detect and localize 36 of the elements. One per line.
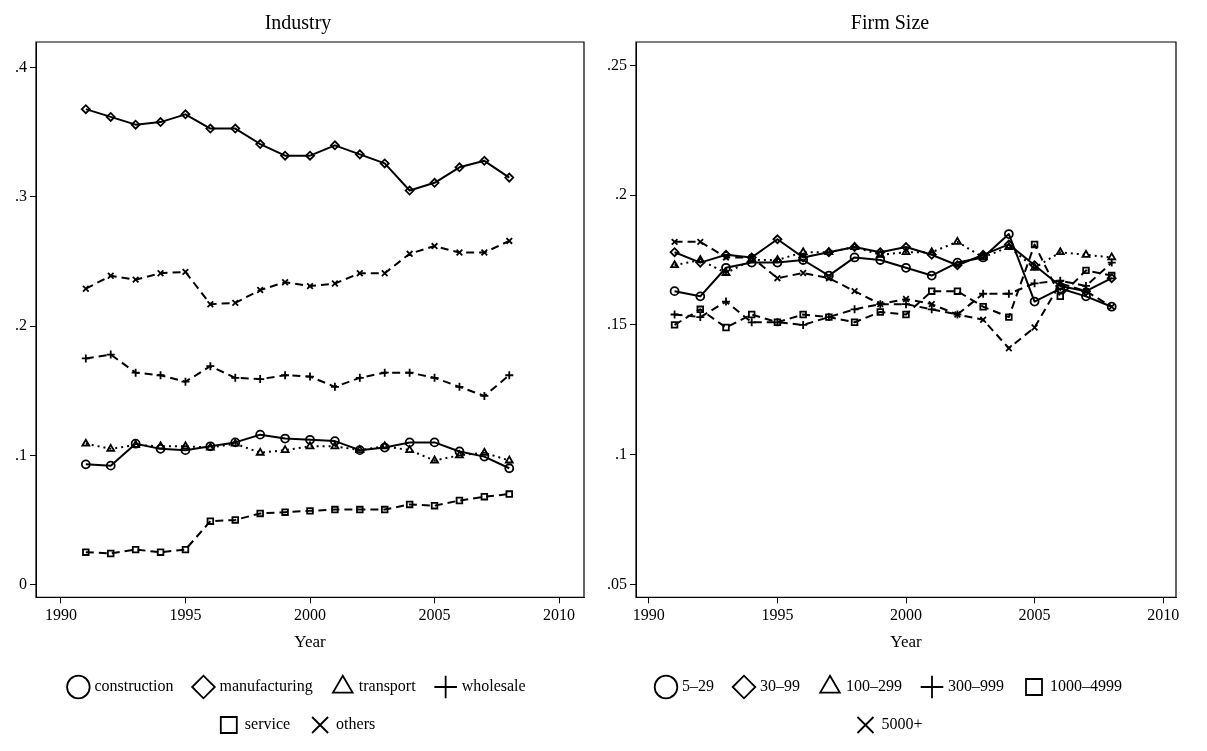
legend-label: 300–999: [948, 677, 1004, 695]
chart-title: Firm Size: [850, 11, 930, 34]
x-tick-label: 2005: [1018, 606, 1051, 624]
x-tick-label: 1990: [632, 606, 665, 624]
y-tick-label: .2: [615, 185, 627, 203]
x-tick-label: 1995: [169, 606, 202, 624]
x-tick-label: 2010: [543, 606, 576, 624]
x-tick-label: 2000: [294, 606, 326, 624]
y-tick-label: .3: [15, 187, 27, 205]
legend-label: transport: [358, 677, 417, 696]
legend-label: service: [244, 715, 291, 733]
legend-label: 1000–4999: [1050, 677, 1122, 695]
y-tick-label: .1: [15, 445, 27, 463]
y-tick-label: .1: [615, 444, 627, 462]
x-tick-label: 1995: [761, 606, 794, 624]
legend-label: others: [336, 715, 376, 733]
x-tick-label: 2005: [418, 606, 451, 624]
x-tick-label: 2010: [1147, 606, 1180, 624]
y-tick-label: .4: [15, 58, 27, 76]
x-tick-label: 1990: [44, 606, 77, 624]
chart-title: Industry: [264, 11, 332, 35]
y-tick-label: .2: [15, 316, 27, 334]
legend-label: construction: [94, 677, 174, 695]
y-tick-label: 0: [19, 574, 27, 592]
x-axis-title: Year: [890, 632, 922, 652]
y-tick-label: .05: [607, 574, 627, 592]
y-tick-label: .25: [607, 55, 627, 73]
legend-label: manufacturing: [219, 677, 313, 696]
legend-label: 5–29: [682, 677, 714, 695]
legend-label: 30–99: [760, 677, 800, 695]
legend-label: wholesale: [461, 677, 526, 695]
x-axis-title: Year: [294, 632, 326, 652]
y-tick-label: .15: [607, 315, 627, 333]
legend-label: 100–299: [846, 677, 902, 695]
x-tick-label: 2000: [890, 606, 922, 624]
legend-label: 5000+: [881, 715, 923, 733]
